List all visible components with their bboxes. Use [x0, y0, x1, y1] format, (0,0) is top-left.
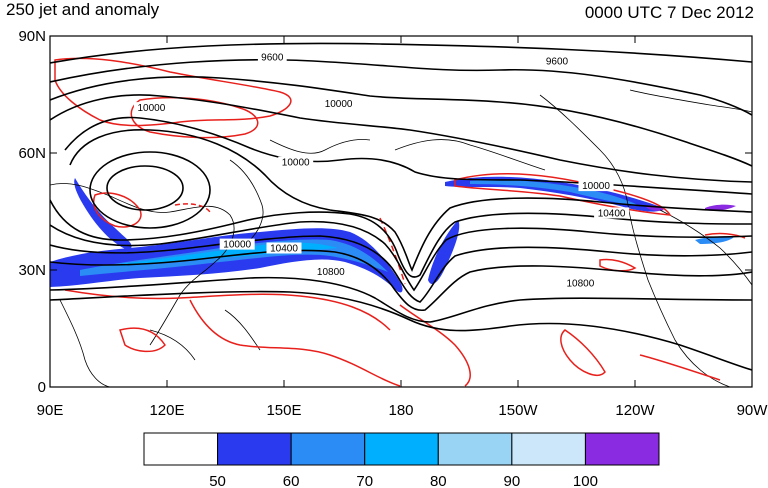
- lat-tick-label: 0: [38, 379, 46, 396]
- colorbar-label: 100: [573, 473, 598, 488]
- colorbar-swatch: [437, 432, 513, 466]
- contour-label: 10000: [137, 103, 165, 114]
- height-contour-labels: 9600 9600 10000 10000 10000 10000 10400 10800 10…: [133, 51, 630, 290]
- contour-label-bg: [562, 277, 598, 289]
- lon-tick-label: 120W: [615, 402, 655, 419]
- colorbar-label: 70: [356, 473, 373, 488]
- map-title: 250 jet and anomaly: [6, 0, 160, 19]
- lon-tick-label: 90E: [37, 402, 64, 419]
- jet-trough-east: [428, 220, 460, 285]
- contour-label-bg: [133, 102, 169, 114]
- contour-label: 10400: [270, 244, 298, 255]
- contour-label: 10000: [223, 240, 251, 251]
- contour-label: 10800: [566, 279, 594, 290]
- lon-tick-label: 150W: [498, 402, 538, 419]
- lon-tick-label: 90W: [737, 402, 768, 419]
- contour-label-bg: [321, 98, 357, 110]
- lon-tick-label: 150E: [266, 402, 301, 419]
- colorbar: 50 60 70 80 90 100: [143, 432, 660, 488]
- colorbar-swatch: [584, 432, 660, 466]
- contour-label-bg: [313, 265, 349, 277]
- contour-label: 10800: [317, 267, 345, 278]
- contour-label: 9600: [546, 56, 569, 67]
- colorbar-label: 80: [430, 473, 447, 488]
- colorbar-swatch: [143, 432, 219, 466]
- contour-label-bg: [278, 156, 314, 168]
- colorbar-label: 60: [283, 473, 300, 488]
- anomaly-contours: [54, 57, 746, 387]
- colorbar-label: 90: [504, 473, 521, 488]
- plot-area: 9600 9600 10000 10000 10000 10000 10400 10800 10…: [50, 36, 752, 387]
- jet-branch-west: [74, 178, 132, 250]
- contour-label-bg: [257, 51, 287, 63]
- colorbar-swatch: [290, 432, 366, 466]
- contour-label-bg: [219, 238, 255, 250]
- lat-tick-label: 90N: [18, 28, 46, 45]
- colorbar-swatch: [364, 432, 439, 466]
- lat-tick-label: 60N: [18, 145, 46, 162]
- lat-tick-label: 30N: [18, 262, 46, 279]
- height-contours: [50, 42, 752, 371]
- contour-label: 10400: [598, 208, 626, 219]
- contour-label: 10000: [282, 158, 310, 169]
- contour-label: 9600: [261, 52, 284, 63]
- contour-label-bg: [578, 180, 614, 192]
- contour-label: 10000: [582, 181, 610, 192]
- contour-label: 10000: [325, 99, 353, 110]
- colorbar-swatch: [511, 432, 586, 466]
- contour-label-bg: [542, 55, 572, 67]
- lon-tick-label: 180: [388, 402, 413, 419]
- map-timestamp: 0000 UTC 7 Dec 2012: [584, 3, 754, 22]
- lon-tick-label: 120E: [149, 402, 184, 419]
- lon-axis: 90E 120E 150E 180 150W 120W 90W: [37, 36, 768, 419]
- jet-band-us-ne: [705, 204, 736, 211]
- lat-axis: 90N 60N 30N 0: [18, 28, 752, 396]
- contour-label-bg: [594, 207, 630, 219]
- contour-label-bg: [266, 242, 302, 254]
- colorbar-label: 50: [209, 473, 226, 488]
- colorbar-swatch: [217, 432, 292, 466]
